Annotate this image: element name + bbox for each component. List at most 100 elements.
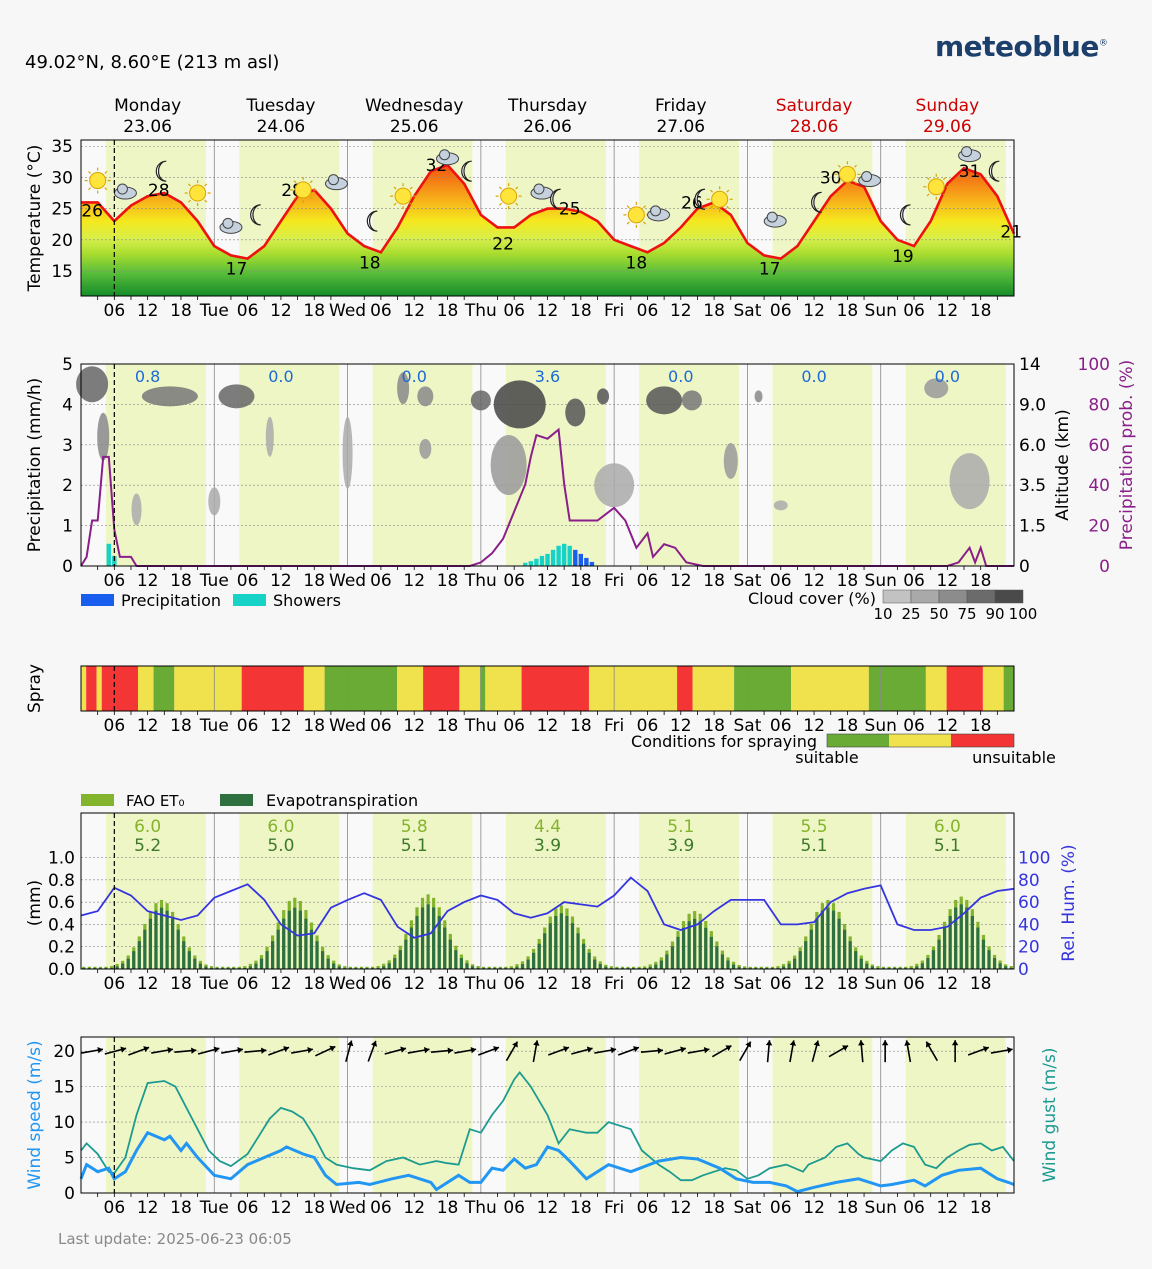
temperature-axis-hour-tick: 18: [703, 301, 725, 321]
evapotranspiration-bar: [559, 913, 563, 969]
wind-direction-arrow: [925, 1041, 938, 1062]
evapotranspiration-bar: [270, 941, 275, 969]
daily-evapotranspiration: 3.9: [667, 836, 694, 856]
evapotranspiration-bar: [954, 907, 958, 969]
cloud-cover-blob: [265, 416, 274, 457]
wind-axis-hour-tick: 18: [837, 1198, 859, 1218]
spray-axis-hour-tick: 18: [837, 716, 859, 736]
temperature-axis-hour-tick: 06: [903, 301, 925, 321]
wind-direction-arrow: [244, 1047, 267, 1054]
arrow-head: [657, 1047, 663, 1054]
showers-bar: [567, 545, 572, 566]
precipitation-axis-day-tick: Tue: [199, 571, 229, 591]
temperature-min-label: 17: [226, 260, 248, 280]
temperature-axis-hour-tick: 18: [570, 301, 592, 321]
evapotranspiration-bar: [665, 954, 669, 969]
wind-axis-hour-tick: 12: [803, 1198, 825, 1218]
wind-panel: [81, 1037, 1014, 1193]
daily-fao-et0: 5.5: [801, 817, 828, 837]
showers-bar: [550, 549, 556, 566]
temperature-axis-hour-tick: 18: [837, 301, 859, 321]
spray-segment-suitable: [1003, 666, 1014, 711]
spray-segment-suitable: [324, 666, 398, 711]
evapotranspiration-bar: [98, 967, 103, 969]
temperature-axis-hour-tick: 12: [670, 301, 692, 321]
evapotranspiration-bar: [631, 967, 636, 969]
precipitation-y-tick: 4: [62, 395, 73, 415]
fao-et0-bar: [515, 964, 519, 969]
relative-humidity-tick: 100: [1018, 849, 1050, 869]
precipitation-axis-hour-tick: 18: [970, 571, 992, 591]
evapotranspiration-bar: [676, 936, 680, 969]
daily-fao-et0: 6.0: [267, 817, 294, 837]
evapotranspiration-axis-label: (mm): [25, 880, 45, 926]
moon-icon: [811, 191, 822, 213]
evapotranspiration-bar: [165, 910, 169, 969]
relative-humidity-tick: 40: [1018, 915, 1040, 935]
evapotranspiration-bar: [798, 951, 802, 969]
wind-speed-y-tick: 0: [64, 1184, 75, 1204]
showers-bar: [561, 543, 567, 566]
spray-segment-medium: [397, 666, 424, 711]
day-name-monday: Monday: [114, 96, 181, 116]
wind-direction-arrow: [881, 1040, 889, 1063]
cloud-cover-tick: 50: [929, 605, 948, 623]
evapotranspiration-axis-hour-tick: 12: [137, 974, 159, 994]
sun-ray: [726, 189, 730, 193]
evapotranspiration-bar: [826, 907, 830, 969]
wind-axis-hour-tick: 06: [237, 1198, 259, 1218]
evapotranspiration-bar: [648, 966, 652, 969]
evapotranspiration-y-tick: 0.6: [48, 893, 75, 913]
evapotranspiration-axis-hour-tick: 06: [104, 974, 126, 994]
evapotranspiration-bar: [420, 907, 425, 969]
sun-icon: [627, 206, 645, 224]
evapotranspiration-bar: [115, 966, 119, 969]
evapotranspiration-axis-hour-tick: 06: [370, 974, 392, 994]
temperature-max-label: 31: [959, 162, 981, 182]
evapotranspiration-bar: [432, 907, 436, 969]
evapotranspiration-bar: [137, 941, 141, 969]
wind-direction-arrow: [640, 1047, 663, 1054]
moon-icon: [250, 204, 261, 226]
spray-axis-hour-tick: 12: [270, 716, 292, 736]
wind-direction-arrow: [765, 1040, 773, 1063]
sun-ray: [710, 189, 714, 193]
wind-speed-y-tick: 5: [64, 1149, 75, 1169]
wind-panel-day-band: [639, 1037, 740, 1193]
precipitation-panel-day-band: [239, 364, 340, 566]
cloud-cover-swatch: [938, 589, 968, 604]
evapotranspiration-bar: [437, 915, 441, 969]
evapotranspiration-bar: [687, 921, 691, 969]
evapotranspiration-bar: [148, 918, 153, 969]
wind-direction-arrow: [594, 1046, 617, 1054]
spray-axis-day-tick: Wed: [329, 716, 366, 736]
cloud-cover-blob: [594, 463, 635, 508]
altitude-tick: 0: [1019, 557, 1030, 577]
wind-axis-hour-tick: 12: [670, 1198, 692, 1218]
wind-axis-hour-tick: 06: [770, 1198, 792, 1218]
wind-direction-arrow: [268, 1046, 290, 1056]
evapotranspiration-bar: [992, 958, 997, 969]
fao-et0-bar: [376, 966, 380, 969]
wind-gust-line: [80, 1071, 1015, 1182]
meteoblue-logo[interactable]: meteoblue®: [935, 30, 1108, 63]
evapotranspiration-axis-day-tick: Sun: [865, 974, 897, 994]
day-date: 25.06: [390, 117, 439, 137]
temperature-axis-day-tick: Sun: [865, 301, 897, 321]
wind-direction-arrow: [454, 1046, 477, 1054]
cloud-cover-swatch: [966, 589, 996, 604]
evapotranspiration-bar: [865, 963, 869, 969]
temperature-axis-hour-tick: 06: [237, 301, 259, 321]
daily-fao-et0: 4.4: [534, 817, 561, 837]
day-name-thursday: Thursday: [507, 96, 587, 116]
evapotranspiration-bar: [970, 915, 974, 969]
probability-tick: 20: [1088, 517, 1110, 537]
sun-ray: [942, 177, 946, 181]
evapotranspiration-bar: [959, 904, 963, 969]
cloud-puff: [327, 174, 339, 186]
evapotranspiration-axis-hour-tick: 18: [703, 974, 725, 994]
temperature-max-label: 28: [148, 181, 170, 201]
sun-ray: [515, 186, 519, 190]
temperature-max-label: 26: [681, 193, 703, 213]
cloud-cover-blob: [646, 386, 683, 415]
